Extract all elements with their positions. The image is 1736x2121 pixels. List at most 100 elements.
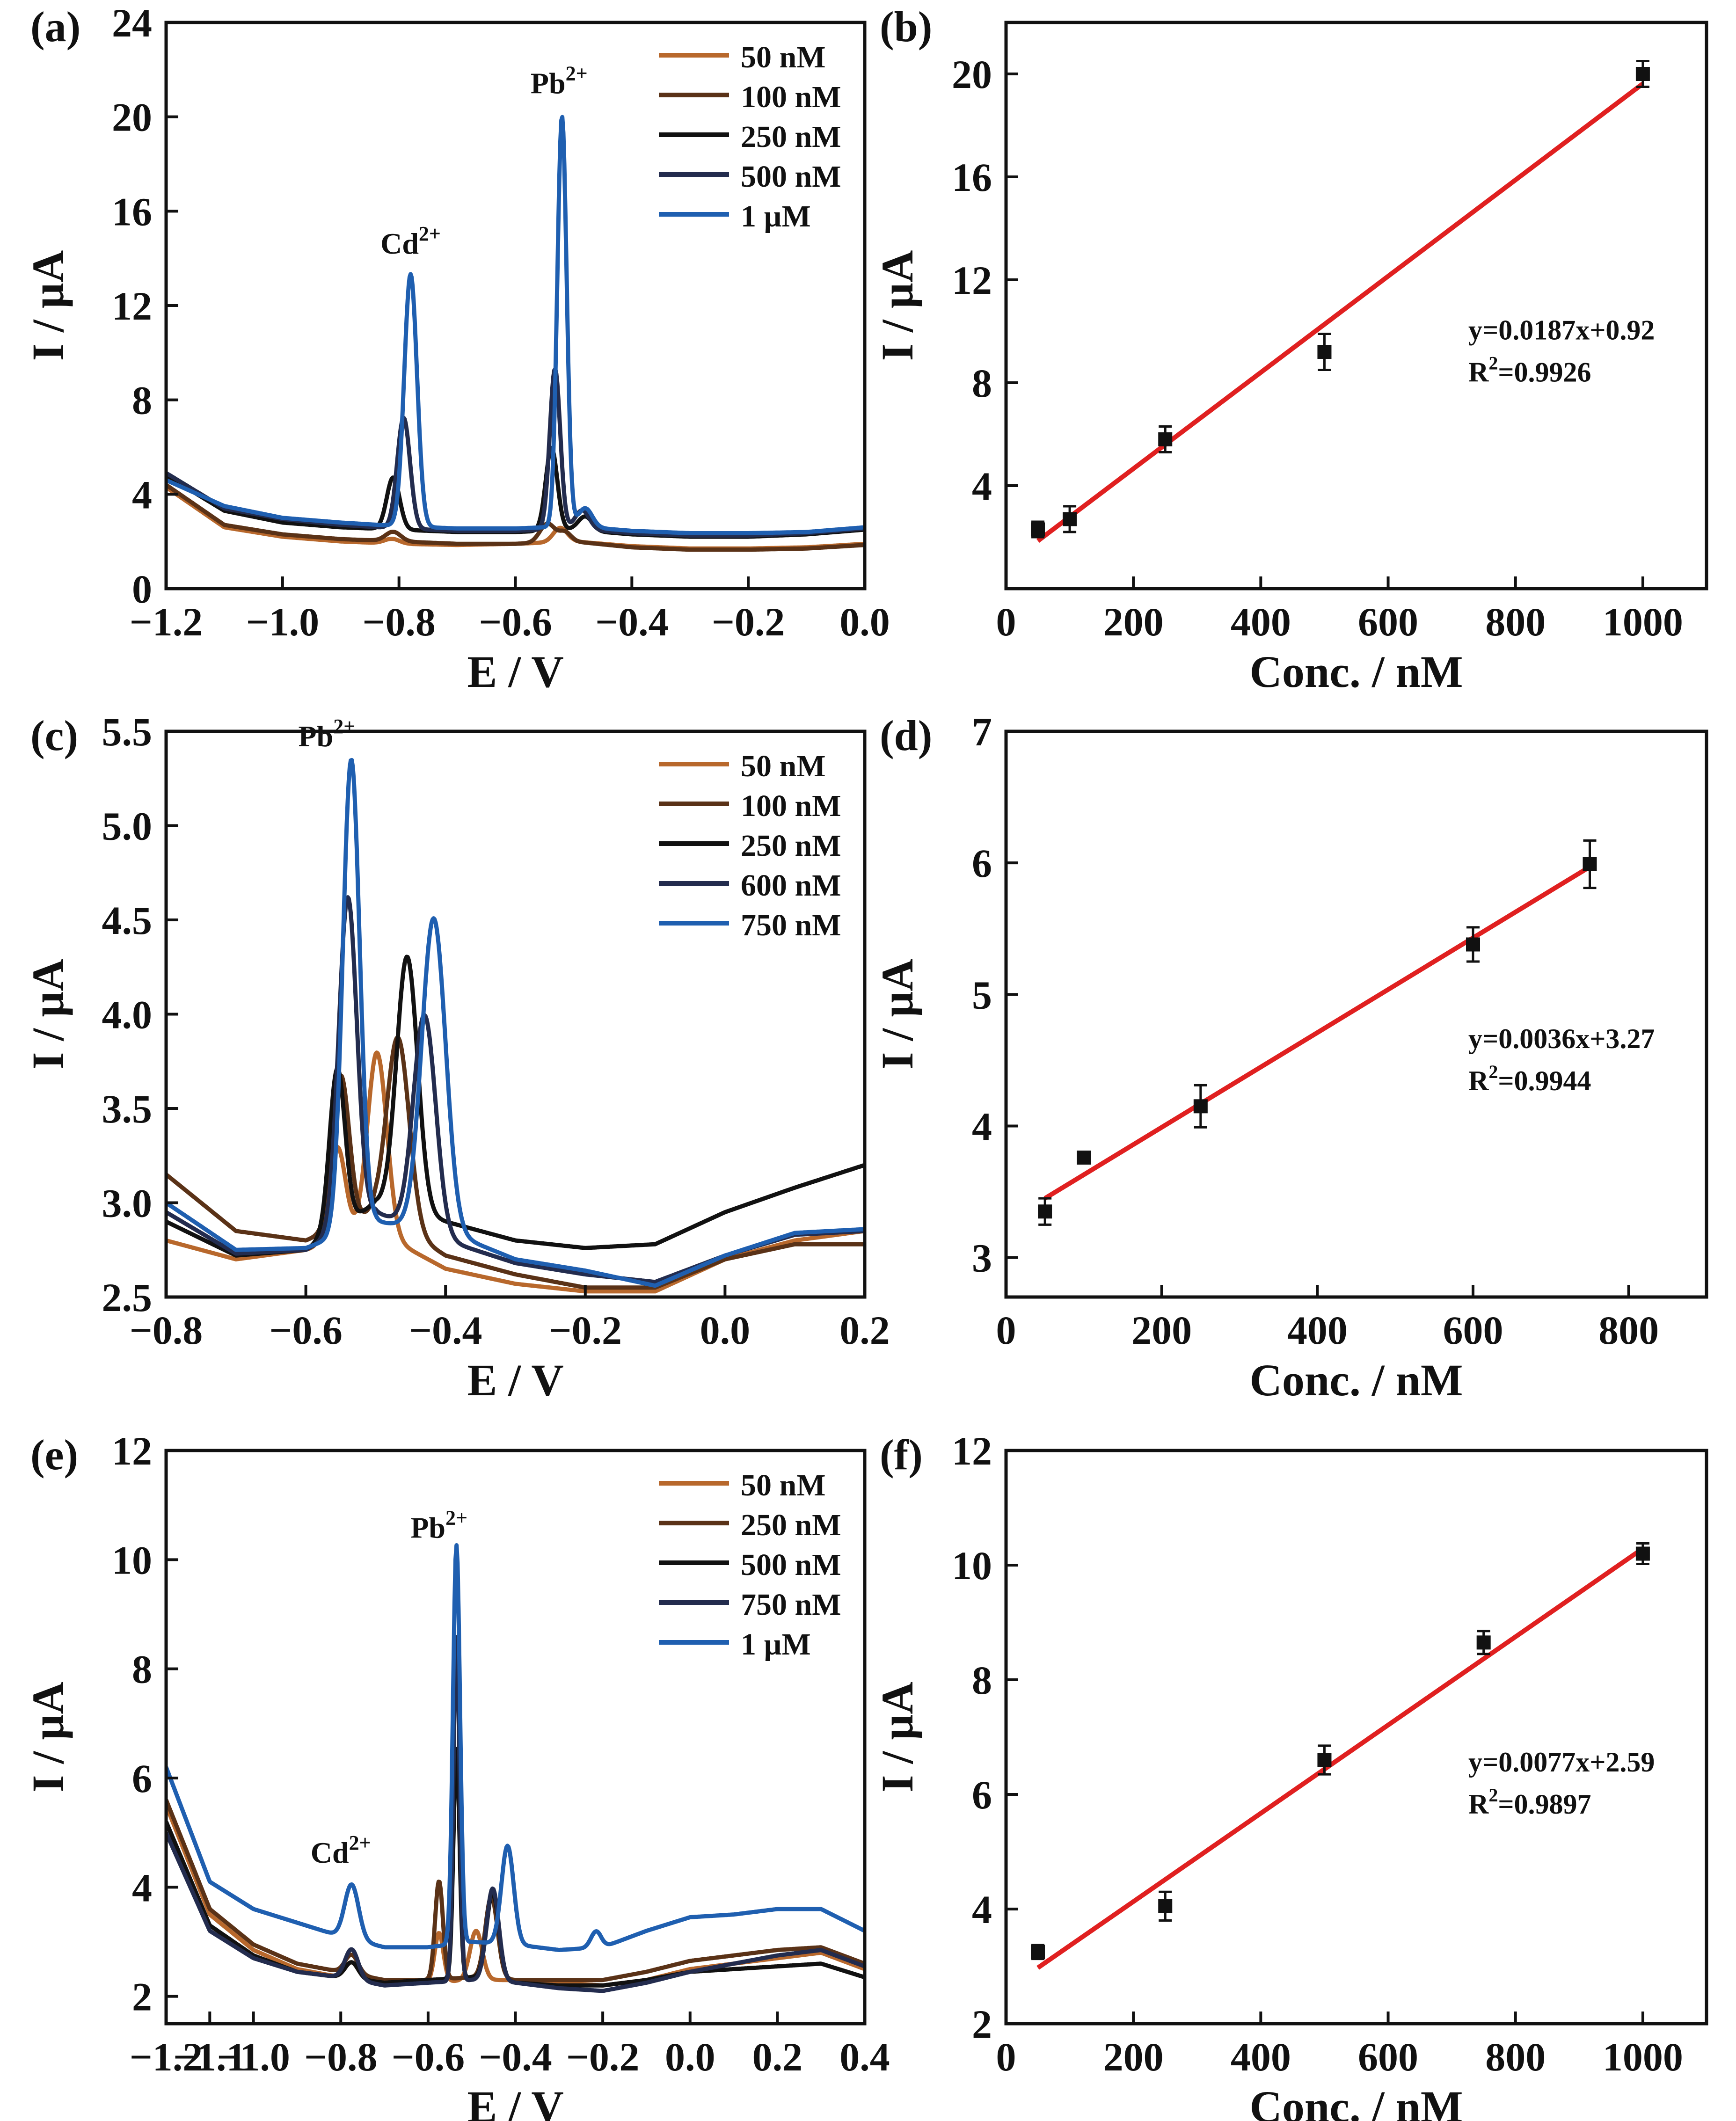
y-tick-label: 4 (972, 464, 992, 509)
y-tick-label: 4 (972, 1104, 992, 1149)
data-point (1158, 432, 1173, 446)
series-group (166, 758, 865, 1294)
series-line (166, 758, 865, 1288)
y-tick-label: 4 (132, 1865, 152, 1910)
x-tick-label: −0.2 (566, 2034, 640, 2079)
series-line (166, 1050, 865, 1294)
x-tick-label: 600 (1358, 2034, 1418, 2079)
x-tick-label: −0.8 (304, 2034, 378, 2079)
legend-entry: 50 nM (741, 40, 826, 74)
fit-r-squared: R2=0.9897 (1468, 1785, 1591, 1820)
chart-panel-b: y=0.0187x+0.92 R2=0.9926 0 200 400 600 800 1000… (872, 3, 1708, 697)
chart-panel-f: y=0.0077x+2.59 R2=0.9897 0 200 400 600 800 1000… (872, 1429, 1708, 2121)
peak-label: Pb2+ (410, 1507, 467, 1545)
panel-label: (a) (30, 3, 80, 51)
x-tick-label: −1.0 (246, 599, 320, 644)
peak-label: Cd2+ (311, 1831, 371, 1869)
series-line (166, 1543, 865, 1952)
y-tick-label: 24 (112, 0, 152, 45)
legend-entry: 500 nM (741, 160, 841, 194)
series-line (166, 367, 865, 538)
x-tick-label: −0.2 (549, 1308, 622, 1353)
x-tick-label: 0.2 (839, 1308, 890, 1353)
data-point (1635, 67, 1650, 81)
data-point (1038, 1204, 1052, 1219)
y-axis-label: I / µA (872, 1682, 922, 1793)
x-tick-label: 400 (1231, 2034, 1291, 2079)
y-tick-label: 2.5 (102, 1275, 153, 1320)
y-tick-label: 4.0 (102, 992, 153, 1037)
y-tick-label: 12 (112, 284, 152, 328)
legend-entry: 100 nM (741, 80, 841, 114)
series-line (166, 115, 865, 535)
x-tick-label: 400 (1231, 599, 1291, 644)
fit-equation: y=0.0036x+3.27 (1468, 1023, 1655, 1054)
legend-entry: 600 nM (741, 868, 841, 903)
y-tick-label: 16 (952, 155, 992, 200)
x-tick-label: −0.4 (409, 1308, 482, 1353)
peak-label: Cd2+ (380, 222, 441, 260)
series-line (166, 1035, 865, 1290)
plot-frame (1004, 21, 1708, 590)
x-axis-label: Conc. / nM (1250, 2082, 1463, 2121)
x-tick-label: −0.8 (362, 599, 436, 644)
y-tick-label: 0 (132, 567, 152, 612)
data-point (1063, 512, 1077, 526)
data-point (1317, 345, 1332, 359)
legend-entry: 50 nM (741, 1468, 826, 1502)
x-tick-label: 0 (996, 599, 1016, 644)
legend-entry: 50 nM (741, 749, 826, 783)
y-axis-label: I / µA (872, 250, 922, 361)
x-tick-label: −1.2 (130, 599, 203, 644)
plot-frame (1004, 729, 1708, 1299)
x-tick-label: 0.0 (665, 2034, 715, 2079)
fit-equation: y=0.0187x+0.92 (1468, 315, 1655, 346)
series-line (166, 483, 865, 552)
x-tick-label: 600 (1443, 1308, 1503, 1353)
y-tick-label: 4.5 (102, 898, 153, 943)
y-tick-label: 8 (972, 1658, 992, 1703)
y-tick-label: 6 (132, 1756, 152, 1801)
y-tick-label: 12 (952, 1429, 992, 1473)
data-point (1158, 1899, 1173, 1913)
y-tick-label: 4 (972, 1887, 992, 1932)
data-point (1583, 857, 1597, 871)
x-tick-label: −1.1 (173, 2034, 247, 2079)
x-tick-label: 0.2 (752, 2034, 803, 2079)
y-axis-label: I / µA (23, 959, 73, 1070)
data-point (1193, 1099, 1208, 1114)
data-point (1476, 1635, 1491, 1650)
x-tick-label: 0.0 (700, 1308, 751, 1353)
y-tick-label: 6 (972, 841, 992, 886)
legend-entry: 1 µM (741, 1627, 811, 1662)
y-tick-label: 16 (112, 189, 152, 234)
x-axis-label: Conc. / nM (1250, 1355, 1463, 1405)
x-tick-label: 200 (1131, 1308, 1192, 1353)
x-tick-label: 0.4 (839, 2034, 890, 2079)
peak-label: Pb2+ (299, 715, 356, 753)
plot-frame (1004, 1449, 1708, 2026)
x-tick-label: 1000 (1603, 2034, 1683, 2079)
x-tick-label: 800 (1485, 2034, 1546, 2079)
y-axis-label: I / µA (23, 1682, 73, 1793)
x-tick-label: 200 (1103, 599, 1164, 644)
y-tick-label: 10 (112, 1538, 152, 1582)
x-tick-label: 600 (1358, 599, 1418, 644)
series-line (166, 1635, 865, 1993)
data-point (1031, 1945, 1045, 1959)
legend-entry: 100 nM (741, 789, 841, 823)
x-axis-label: E / V (467, 2082, 563, 2121)
y-tick-label: 7 (972, 709, 992, 754)
x-tick-label: 200 (1103, 2034, 1164, 2079)
x-axis-label: E / V (467, 647, 563, 697)
y-tick-label: 20 (112, 95, 152, 140)
x-tick-label: 400 (1287, 1308, 1348, 1353)
x-tick-label: −0.6 (392, 2034, 465, 2079)
fit-line (1036, 1546, 1644, 1970)
x-tick-label: 0 (996, 1308, 1016, 1353)
y-tick-label: 10 (952, 1543, 992, 1588)
y-tick-label: 5.0 (102, 804, 153, 849)
